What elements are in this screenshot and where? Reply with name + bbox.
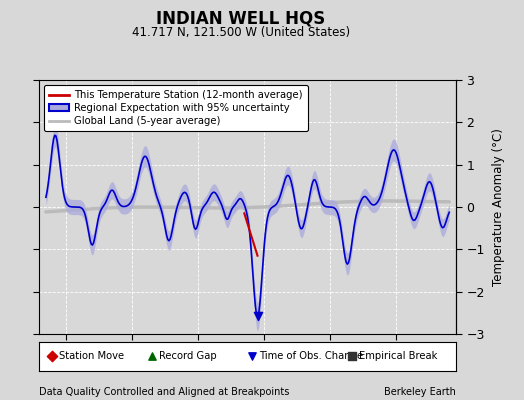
Point — [253, 313, 261, 320]
Text: Berkeley Earth: Berkeley Earth — [384, 387, 456, 397]
Text: INDIAN WELL HQS: INDIAN WELL HQS — [157, 10, 325, 28]
Text: Data Quality Controlled and Aligned at Breakpoints: Data Quality Controlled and Aligned at B… — [39, 387, 290, 397]
Point — [247, 353, 256, 360]
Text: Station Move: Station Move — [59, 352, 124, 362]
Point — [48, 353, 56, 360]
Text: Empirical Break: Empirical Break — [359, 352, 438, 362]
Point — [347, 353, 356, 360]
Legend: This Temperature Station (12-month average), Regional Expectation with 95% uncer: This Temperature Station (12-month avera… — [45, 85, 308, 131]
Text: Record Gap: Record Gap — [159, 352, 217, 362]
Text: Time of Obs. Change: Time of Obs. Change — [259, 352, 363, 362]
Y-axis label: Temperature Anomaly (°C): Temperature Anomaly (°C) — [492, 128, 505, 286]
Point — [148, 353, 156, 360]
Text: 41.717 N, 121.500 W (United States): 41.717 N, 121.500 W (United States) — [132, 26, 350, 39]
